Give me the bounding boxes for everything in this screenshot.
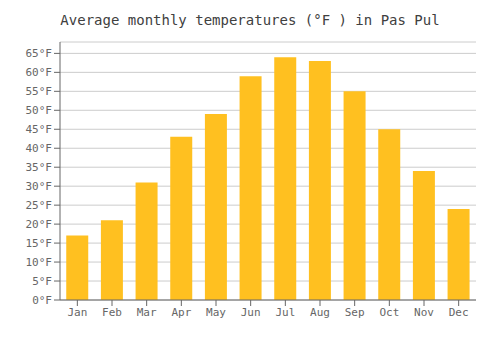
svg-text:Nov: Nov [414,306,434,319]
svg-text:30°F: 30°F [26,180,53,193]
svg-text:May: May [206,306,226,319]
svg-text:5°F: 5°F [32,275,52,288]
svg-text:Aug: Aug [310,306,330,319]
svg-text:15°F: 15°F [26,237,53,250]
svg-text:10°F: 10°F [26,256,53,269]
svg-text:Jan: Jan [67,306,87,319]
svg-text:65°F: 65°F [26,47,53,60]
svg-text:55°F: 55°F [26,85,53,98]
svg-text:40°F: 40°F [26,142,53,155]
svg-text:Sep: Sep [345,306,365,319]
svg-text:20°F: 20°F [26,218,53,231]
svg-text:Apr: Apr [171,306,191,319]
svg-text:35°F: 35°F [26,161,53,174]
svg-text:Jul: Jul [275,306,295,319]
svg-text:0°F: 0°F [32,294,52,307]
svg-text:45°F: 45°F [26,123,53,136]
svg-text:60°F: 60°F [26,66,53,79]
svg-text:25°F: 25°F [26,199,53,212]
svg-text:Mar: Mar [137,306,157,319]
svg-text:Feb: Feb [102,306,122,319]
svg-text:Oct: Oct [379,306,399,319]
svg-text:Jun: Jun [241,306,261,319]
svg-text:50°F: 50°F [26,104,53,117]
svg-text:Dec: Dec [449,306,469,319]
html-text:Average monthly temperatures (: Average monthly temperatures (°F ) in Pa… [60,12,440,28]
